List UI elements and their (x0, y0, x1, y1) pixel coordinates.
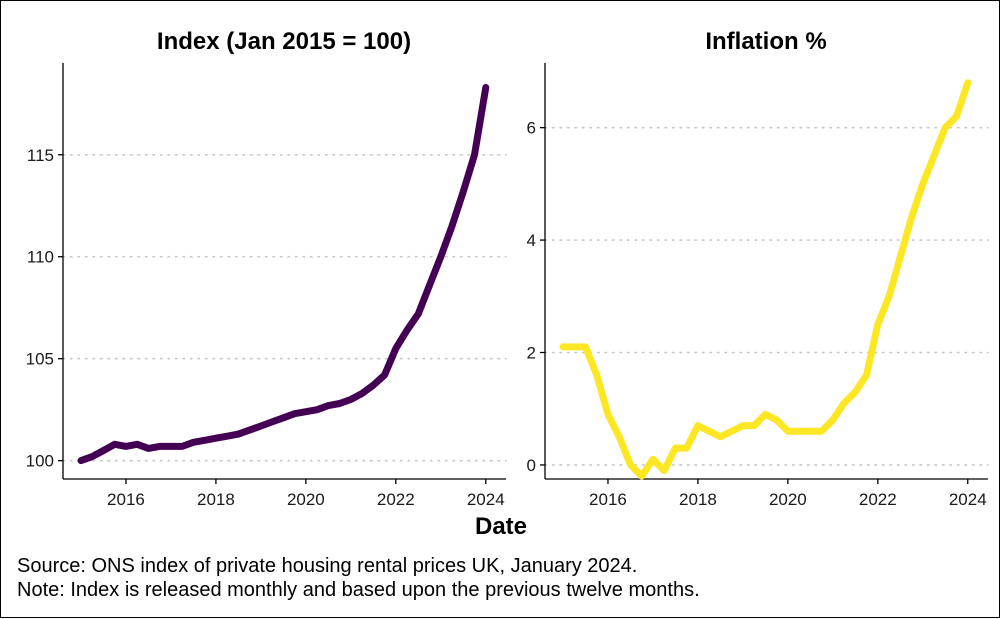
x-tick-label: 2020 (287, 490, 325, 509)
y-tick-label: 6 (527, 119, 536, 138)
y-tick-label: 2 (527, 344, 536, 363)
x-tick-label: 2018 (197, 490, 235, 509)
x-tick-label: 2018 (679, 490, 717, 509)
y-tick-label: 110 (27, 248, 54, 267)
panel-title: Index (Jan 2015 = 100) (157, 28, 411, 55)
x-tick-label: 2022 (859, 490, 897, 509)
panel-inflation: Inflation % 0 2 4 6 2016 2018 2020 2022 2024 (527, 28, 989, 509)
x-tick-label: 2020 (769, 490, 807, 509)
series-line (77, 84, 490, 465)
x-tick-label: 2024 (949, 490, 987, 509)
panel-index: Index (Jan 2015 = 100) 100 105 110 115 2016 20… (26, 28, 507, 509)
x-tick-label: 2022 (377, 490, 415, 509)
x-axis-label: Date (474, 513, 528, 540)
x-tick-label: 2016 (107, 490, 145, 509)
y-tick-label: 105 (26, 350, 54, 369)
series-line (559, 79, 972, 480)
y-tick-label: 100 (26, 452, 54, 471)
panel-title: Inflation % (705, 28, 826, 55)
y-tick-label: 115 (27, 146, 54, 165)
y-tick-label: 0 (527, 456, 536, 475)
x-tick-label: 2024 (467, 490, 505, 509)
x-tick-label: 2016 (589, 490, 627, 509)
caption-source: Source: ONS index of private housing ren… (17, 555, 638, 577)
caption: Source: ONS index of private housing ren… (17, 554, 700, 602)
y-tick-label: 4 (527, 231, 536, 250)
caption-note: Note: Index is released monthly and base… (17, 579, 700, 601)
